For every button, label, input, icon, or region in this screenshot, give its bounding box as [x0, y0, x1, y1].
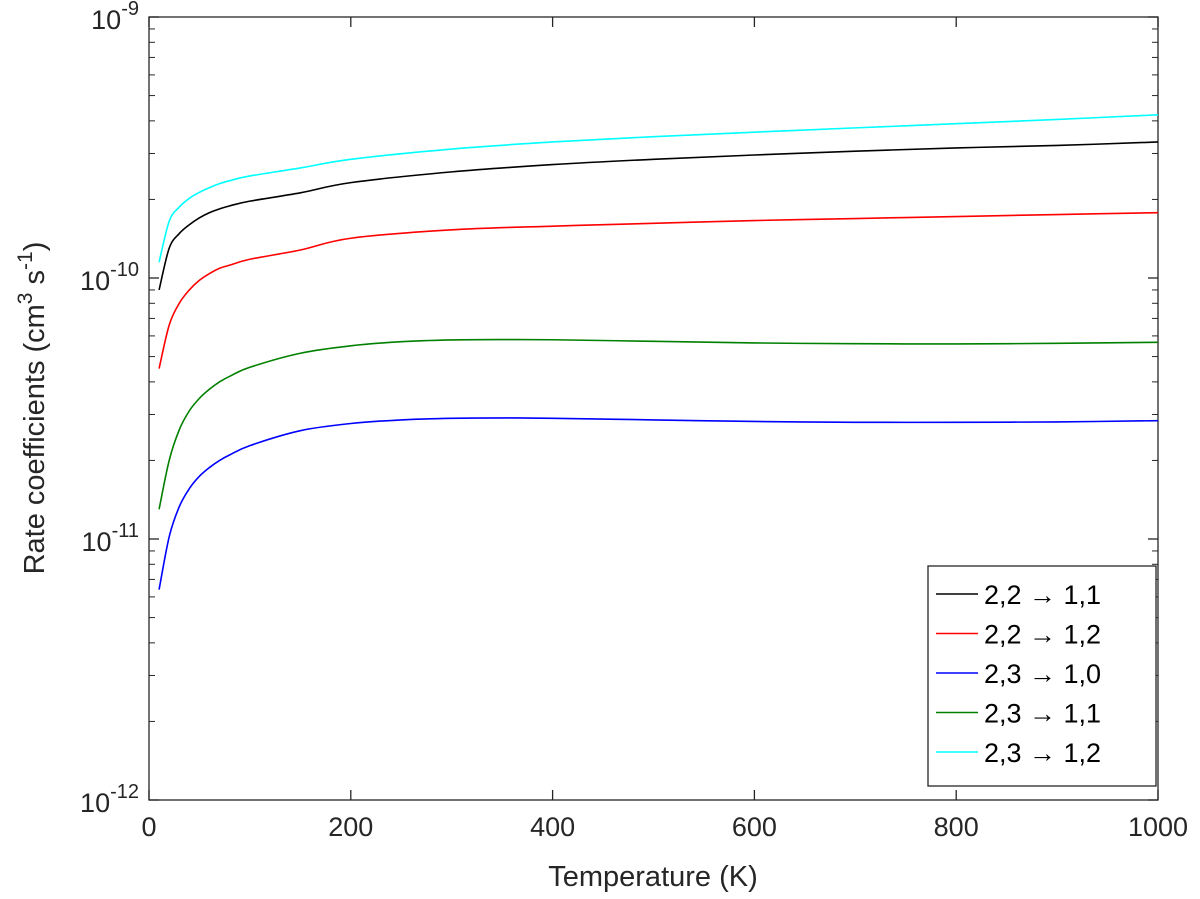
x-tick-label: 800 — [934, 812, 979, 842]
x-tick-label: 1000 — [1128, 812, 1188, 842]
legend-box — [927, 565, 1157, 787]
series-lines — [158, 113, 1159, 590]
x-tick-label: 200 — [328, 812, 373, 842]
series-line-4 — [158, 338, 1159, 510]
y-tick-label: 10-9 — [91, 0, 139, 35]
x-tick-label: 0 — [141, 812, 156, 842]
legend-label-2: 2,2 → 1,2 — [984, 620, 1101, 650]
legend-label-3: 2,3 → 1,0 — [984, 659, 1101, 689]
series-line-5 — [158, 113, 1159, 263]
y-axis-title-mid: s — [19, 270, 51, 293]
y-tick-label: 10-11 — [82, 520, 139, 557]
y-axis-title: Rate coefficients (cm3 s-1) — [14, 242, 51, 575]
legend-label-1: 2,2 → 1,1 — [984, 580, 1101, 610]
y-tick-label: 10-10 — [80, 259, 139, 296]
x-tick-label: 600 — [732, 812, 777, 842]
y-tick-labels: 10-12 10-11 10-10 10-9 — [80, 0, 139, 818]
y-axis-title-base: Rate coefficients (cm — [19, 304, 51, 574]
legend-label-5: 2,3 → 1,2 — [984, 738, 1101, 768]
y-axis-title-sup1: 3 — [14, 293, 37, 305]
series-line-2 — [158, 211, 1159, 369]
series-line-1 — [158, 141, 1159, 291]
legend-label-4: 2,3 → 1,1 — [984, 699, 1101, 729]
y-tick-label: 10-12 — [80, 781, 139, 818]
y-axis-title-end: ) — [19, 242, 51, 252]
y-axis-title-sup2: -1 — [14, 251, 37, 270]
x-tick-label: 400 — [530, 812, 575, 842]
x-axis-title: Temperature (K) — [548, 861, 758, 893]
series-line-3 — [158, 417, 1159, 590]
major-ticks — [148, 16, 1159, 801]
x-tick-labels: 0 200 400 600 800 1000 — [141, 812, 1188, 842]
legend: 2,2 → 1,1 2,2 → 1,2 2,3 → 1,0 2,3 → 1,1 2,3 … — [927, 565, 1157, 787]
